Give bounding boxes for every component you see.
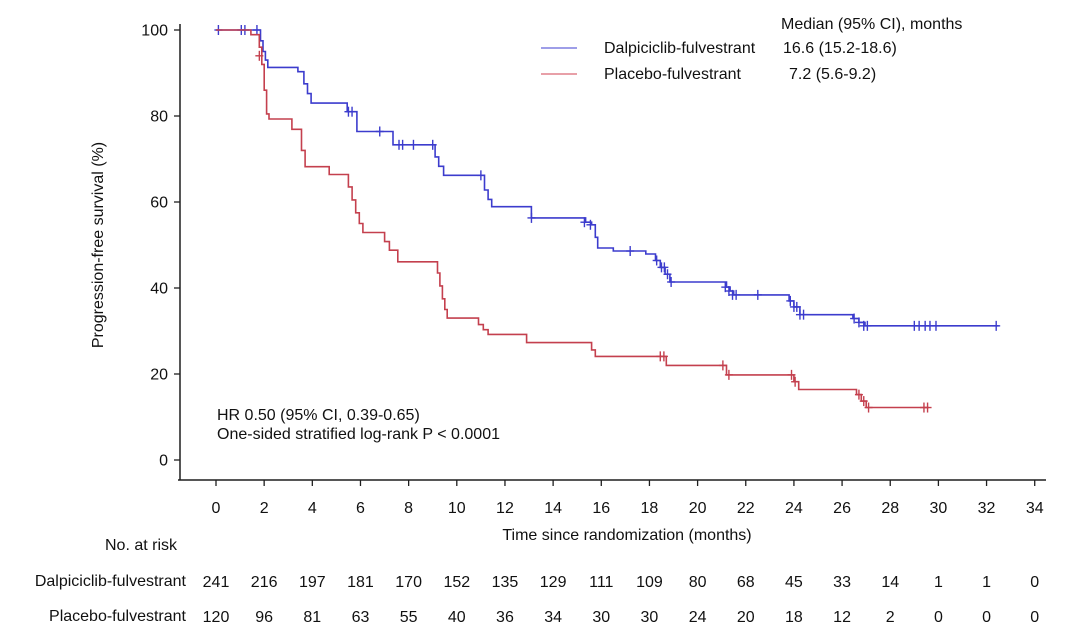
risk-count-placebo: 0 — [982, 609, 991, 626]
x-tick-label: 32 — [978, 500, 996, 517]
risk-count-placebo: 20 — [737, 609, 755, 626]
risk-count-dalpiciclib: 197 — [299, 574, 326, 591]
risk-count-placebo: 12 — [833, 609, 851, 626]
risk-count-dalpiciclib: 111 — [589, 574, 613, 591]
legend-header: Median (95% CI), months — [781, 16, 963, 33]
y-tick-label: 40 — [150, 281, 168, 298]
x-tick-label: 10 — [448, 500, 466, 517]
risk-count-dalpiciclib: 241 — [203, 574, 230, 591]
risk-count-placebo: 36 — [496, 609, 514, 626]
risk-row-label-dalpiciclib: Dalpiciclib-fulvestrant — [34, 573, 186, 590]
y-tick-label: 80 — [150, 109, 168, 126]
risk-count-placebo: 120 — [203, 609, 230, 626]
hr-annotation: HR 0.50 (95% CI, 0.39-0.65) — [217, 407, 420, 424]
y-tick-label: 100 — [141, 23, 168, 40]
x-tick-label: 22 — [737, 500, 755, 517]
risk-count-placebo: 0 — [1030, 609, 1039, 626]
x-tick-label: 6 — [356, 500, 365, 517]
x-axis-title: Time since randomization (months) — [502, 527, 752, 544]
risk-count-placebo: 2 — [886, 609, 895, 626]
risk-count-placebo: 34 — [544, 609, 562, 626]
risk-count-placebo: 81 — [303, 609, 321, 626]
x-tick-label: 28 — [881, 500, 899, 517]
risk-count-dalpiciclib: 80 — [689, 574, 707, 591]
risk-count-dalpiciclib: 68 — [737, 574, 755, 591]
risk-count-dalpiciclib: 33 — [833, 574, 851, 591]
y-tick-label: 20 — [150, 367, 168, 384]
risk-count-dalpiciclib: 45 — [785, 574, 803, 591]
logrank-annotation: One-sided stratified log-rank P < 0.0001 — [217, 426, 500, 443]
risk-count-placebo: 18 — [785, 609, 803, 626]
x-tick-label: 2 — [260, 500, 269, 517]
legend-label-placebo: Placebo-fulvestrant — [604, 66, 741, 83]
x-tick-label: 20 — [689, 500, 707, 517]
km-curve-placebo — [216, 29, 929, 409]
legend-median-dalpiciclib: 16.6 (15.2-18.6) — [783, 40, 897, 57]
legend-label-dalpiciclib: Dalpiciclib-fulvestrant — [604, 40, 756, 57]
risk-row-label-placebo: Placebo-fulvestrant — [49, 608, 186, 625]
censor-marks-placebo — [255, 50, 932, 413]
risk-count-dalpiciclib: 181 — [347, 574, 374, 591]
risk-count-dalpiciclib: 14 — [881, 574, 899, 591]
risk-count-dalpiciclib: 1 — [982, 574, 991, 591]
y-axis-title: Progression-free survival (%) — [90, 141, 107, 349]
risk-count-dalpiciclib: 109 — [636, 574, 663, 591]
legend-median-placebo: 7.2 (5.6-9.2) — [789, 66, 877, 83]
censor-marks-dalpiciclib — [214, 25, 1001, 331]
risk-count-placebo: 96 — [255, 609, 273, 626]
x-tick-label: 18 — [641, 500, 659, 517]
x-tick-label: 26 — [833, 500, 851, 517]
risk-count-dalpiciclib: 135 — [492, 574, 519, 591]
risk-count-placebo: 40 — [448, 609, 466, 626]
x-tick-label: 30 — [930, 500, 948, 517]
y-tick-label: 60 — [150, 195, 168, 212]
x-tick-label: 8 — [404, 500, 413, 517]
risk-count-dalpiciclib: 170 — [395, 574, 422, 591]
risk-count-dalpiciclib: 152 — [443, 574, 470, 591]
risk-count-dalpiciclib: 129 — [540, 574, 567, 591]
risk-count-placebo: 30 — [641, 609, 659, 626]
risk-count-placebo: 63 — [352, 609, 370, 626]
risk-count-placebo: 0 — [934, 609, 943, 626]
risk-count-dalpiciclib: 1 — [934, 574, 943, 591]
x-tick-label: 12 — [496, 500, 514, 517]
risk-count-dalpiciclib: 0 — [1030, 574, 1039, 591]
risk-table-title: No. at risk — [104, 537, 178, 554]
x-tick-label: 14 — [544, 500, 562, 517]
x-tick-label: 24 — [785, 500, 803, 517]
risk-count-dalpiciclib: 216 — [251, 574, 278, 591]
risk-count-placebo: 55 — [400, 609, 418, 626]
x-tick-label: 16 — [592, 500, 610, 517]
x-tick-label: 34 — [1026, 500, 1044, 517]
y-tick-label: 0 — [159, 453, 168, 470]
risk-count-placebo: 24 — [689, 609, 707, 626]
risk-count-placebo: 30 — [592, 609, 610, 626]
x-tick-label: 4 — [308, 500, 317, 517]
x-tick-label: 0 — [212, 500, 221, 517]
